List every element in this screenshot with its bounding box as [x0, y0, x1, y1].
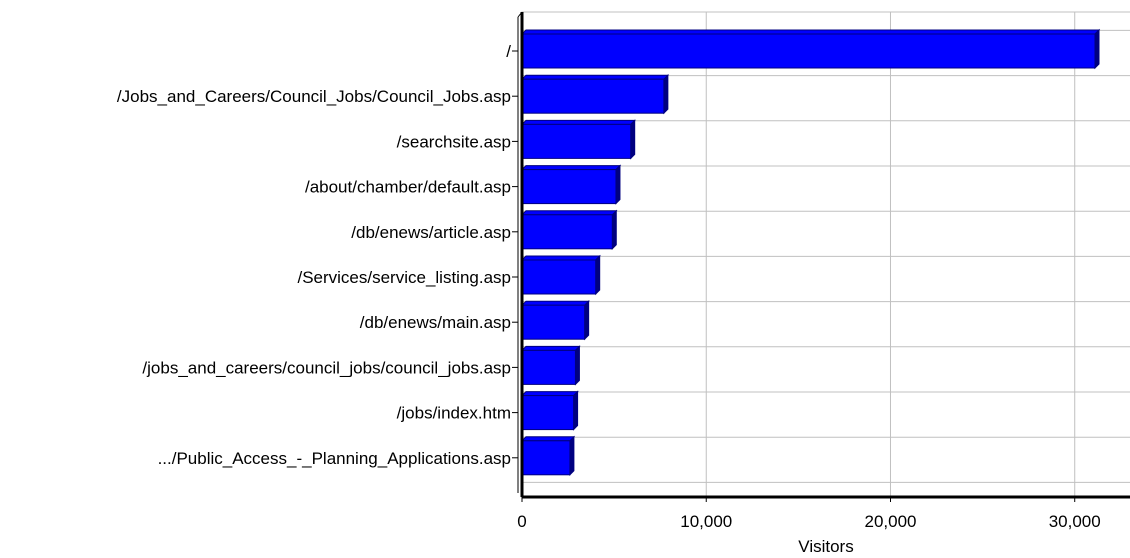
- bar: [520, 73, 670, 115]
- axes-group: [517, 11, 1130, 499]
- bar: [520, 209, 618, 251]
- y-axis-depth-line: [517, 11, 523, 18]
- category-label: /Services/service_listing.asp: [297, 268, 511, 287]
- bar-front-face: [521, 259, 597, 295]
- bar: [520, 390, 579, 431]
- category-label: /db/enews/main.asp: [360, 313, 511, 332]
- category-label: /Jobs_and_Careers/Council_Jobs/Council_J…: [117, 87, 511, 106]
- bar-top-face: [520, 165, 622, 171]
- bar: [520, 164, 622, 205]
- bar: [520, 119, 636, 160]
- x-tick-labels: 0 10,000 20,000 30,000: [517, 512, 1100, 531]
- bar-top-face: [520, 29, 1101, 35]
- category-label: /jobs_and_careers/council_jobs/council_j…: [142, 358, 511, 377]
- bar-top-face: [520, 119, 636, 125]
- bar-top-face: [520, 210, 618, 216]
- category-label: /about/chamber/default.asp: [305, 178, 511, 197]
- bar-side-face: [1094, 28, 1100, 70]
- category-labels: / /Jobs_and_Careers/Council_Jobs/Council_…: [117, 42, 518, 468]
- bar-side-face: [663, 73, 669, 115]
- bars-group: [520, 28, 1101, 477]
- bar-top-face: [520, 74, 670, 80]
- bar-top-face: [520, 345, 581, 351]
- category-label: /: [506, 42, 511, 61]
- bar-front-face: [521, 78, 665, 114]
- bar: [520, 435, 576, 477]
- bar-front-face: [521, 395, 575, 431]
- bar: [520, 28, 1101, 70]
- bar-side-face: [573, 390, 579, 431]
- category-label: .../Public_Access_-_Planning_Application…: [158, 449, 511, 468]
- bar-top-face: [520, 255, 601, 261]
- x-tick-label: 30,000: [1049, 512, 1101, 531]
- bar-side-face: [584, 299, 590, 341]
- bar-top-face: [520, 391, 579, 397]
- bar-side-face: [630, 119, 636, 160]
- bar-side-face: [569, 435, 575, 477]
- bar-side-face: [615, 164, 621, 205]
- bar: [520, 299, 590, 341]
- bar-front-face: [521, 440, 571, 476]
- bar-front-face: [521, 304, 586, 340]
- x-tick-label: 0: [517, 512, 526, 531]
- category-label: /searchsite.asp: [397, 132, 511, 151]
- x-axis-title: Visitors: [798, 537, 853, 556]
- bar-side-face: [595, 254, 601, 296]
- category-label: /db/enews/article.asp: [351, 223, 511, 242]
- bar-front-face: [521, 123, 632, 159]
- bar: [520, 254, 601, 296]
- x-tick-label: 10,000: [680, 512, 732, 531]
- bar-side-face: [611, 209, 617, 251]
- x-tick-label: 20,000: [864, 512, 916, 531]
- bar-front-face: [521, 33, 1096, 69]
- bar: [520, 345, 581, 386]
- bar-front-face: [521, 214, 613, 250]
- bar-top-face: [520, 436, 576, 442]
- bar-top-face: [520, 300, 590, 306]
- bar-front-face: [521, 349, 576, 385]
- bar-side-face: [574, 345, 580, 386]
- category-label: /jobs/index.htm: [397, 404, 511, 423]
- bar-front-face: [521, 169, 617, 205]
